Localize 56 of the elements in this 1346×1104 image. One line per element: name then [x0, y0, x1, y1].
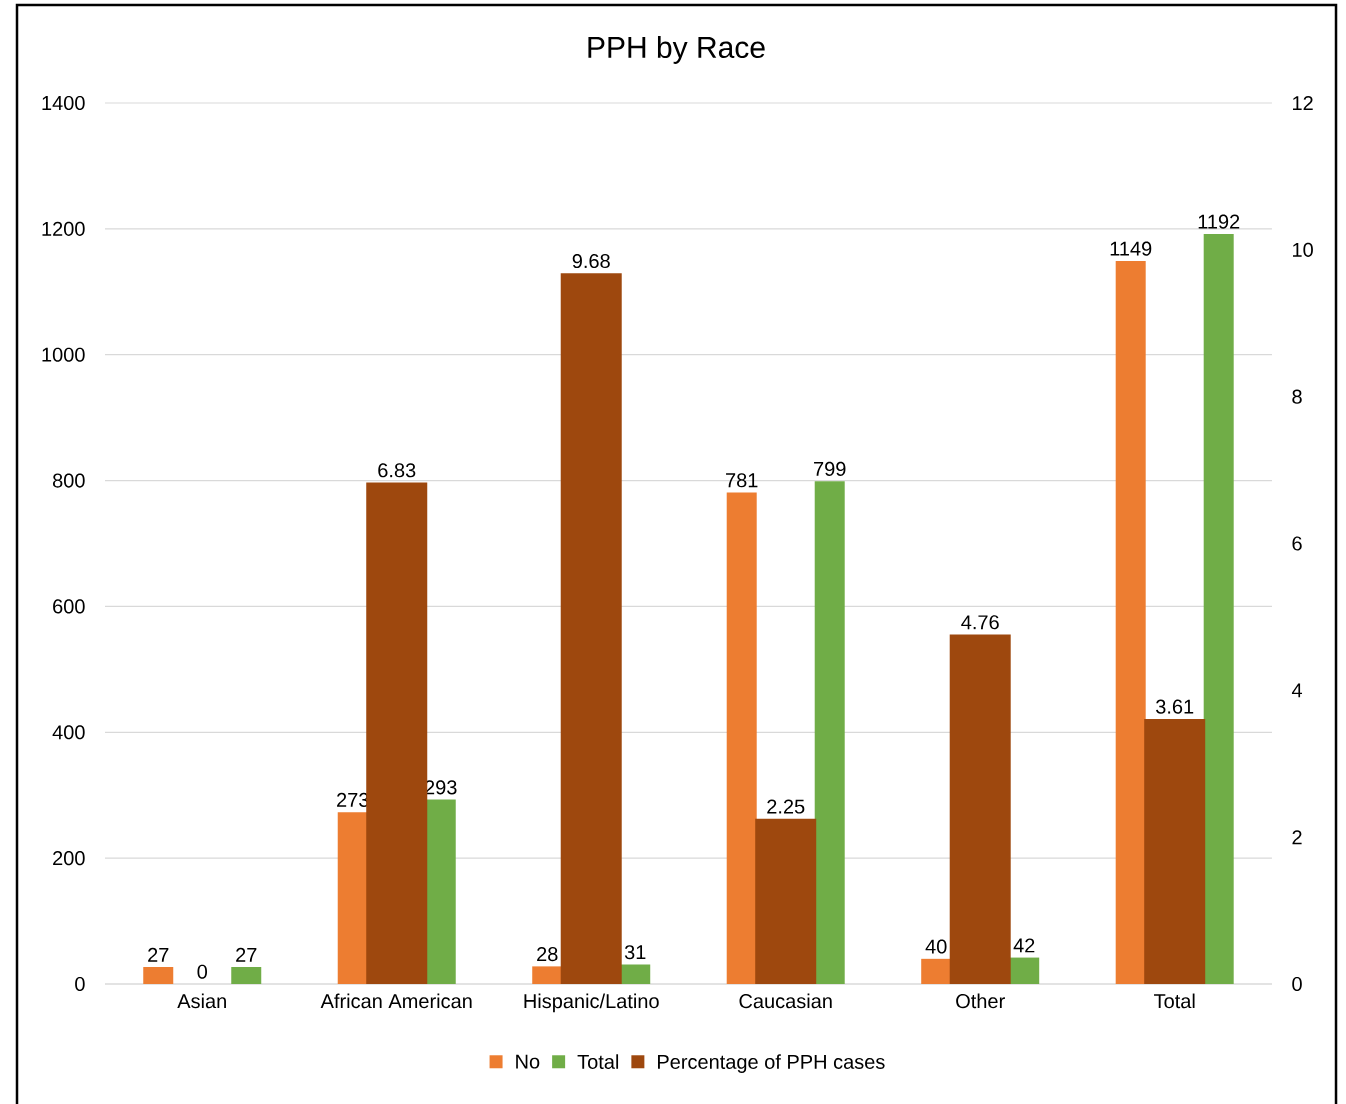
data-label: 40 [925, 939, 947, 954]
x-tick-label: Hispanic/Latino [524, 993, 659, 1013]
y-tick-label: 1400 [42, 95, 85, 111]
data-label: 3.61 [1156, 699, 1194, 714]
y2-tick-label: 4 [1291, 683, 1303, 698]
data-label: 781 [726, 473, 758, 488]
bar [620, 964, 651, 984]
bar [1115, 260, 1146, 984]
y2-tick-label: 8 [1292, 389, 1302, 404]
data-label: 6.83 [378, 463, 416, 478]
y-tick-label: 1000 [42, 347, 85, 362]
data-label: 0 [197, 964, 208, 979]
bar [560, 273, 622, 984]
data-label: 9.68 [572, 253, 610, 269]
bar [366, 482, 428, 984]
bar [1009, 957, 1040, 984]
y2-tick-label: 12 [1293, 96, 1313, 110]
bar [425, 799, 456, 984]
data-label: 42 [1013, 938, 1035, 953]
bar [337, 812, 368, 984]
data-label: 27 [148, 947, 169, 962]
x-tick-label: Caucasian [739, 993, 832, 1009]
bar [949, 634, 1011, 984]
data-label: 1192 [1198, 214, 1240, 229]
legend-label: No [516, 1054, 540, 1069]
data-label: 31 [624, 945, 646, 960]
y2-tick-label: 2 [1292, 830, 1302, 845]
x-tick-label: Total [1154, 993, 1195, 1009]
x-tick-label: Other [956, 993, 1005, 1009]
data-label: 4.76 [961, 615, 999, 630]
data-label: 2.25 [767, 799, 805, 814]
bar [1203, 233, 1234, 984]
data-label: 799 [814, 461, 846, 476]
data-label: 28 [537, 947, 558, 962]
bar [814, 481, 845, 984]
data-label: 1149 [1110, 241, 1152, 256]
bar [143, 967, 174, 984]
y-tick-label: 200 [53, 851, 85, 866]
y2-tick-label: 10 [1293, 242, 1313, 257]
bar [532, 966, 563, 984]
bar [921, 958, 952, 984]
y2-tick-label: 6 [1292, 536, 1302, 551]
y-tick-label: 0 [75, 976, 85, 992]
legend-label: Percentage of PPH cases [658, 1054, 885, 1073]
data-label: 27 [236, 947, 257, 962]
y-tick-label: 1200 [42, 221, 85, 236]
bar [231, 967, 262, 984]
legend-label: Total [577, 1054, 619, 1069]
y-tick-label: 400 [52, 725, 85, 740]
chart-title: PPH by Race [588, 36, 765, 64]
y-tick-label: 800 [52, 473, 85, 488]
y2-tick-label: 0 [1292, 976, 1302, 992]
x-tick-label: Asian [177, 993, 226, 1009]
bar [726, 492, 757, 984]
y-tick-label: 600 [53, 599, 85, 614]
x-tick-label: African American [320, 993, 472, 1009]
